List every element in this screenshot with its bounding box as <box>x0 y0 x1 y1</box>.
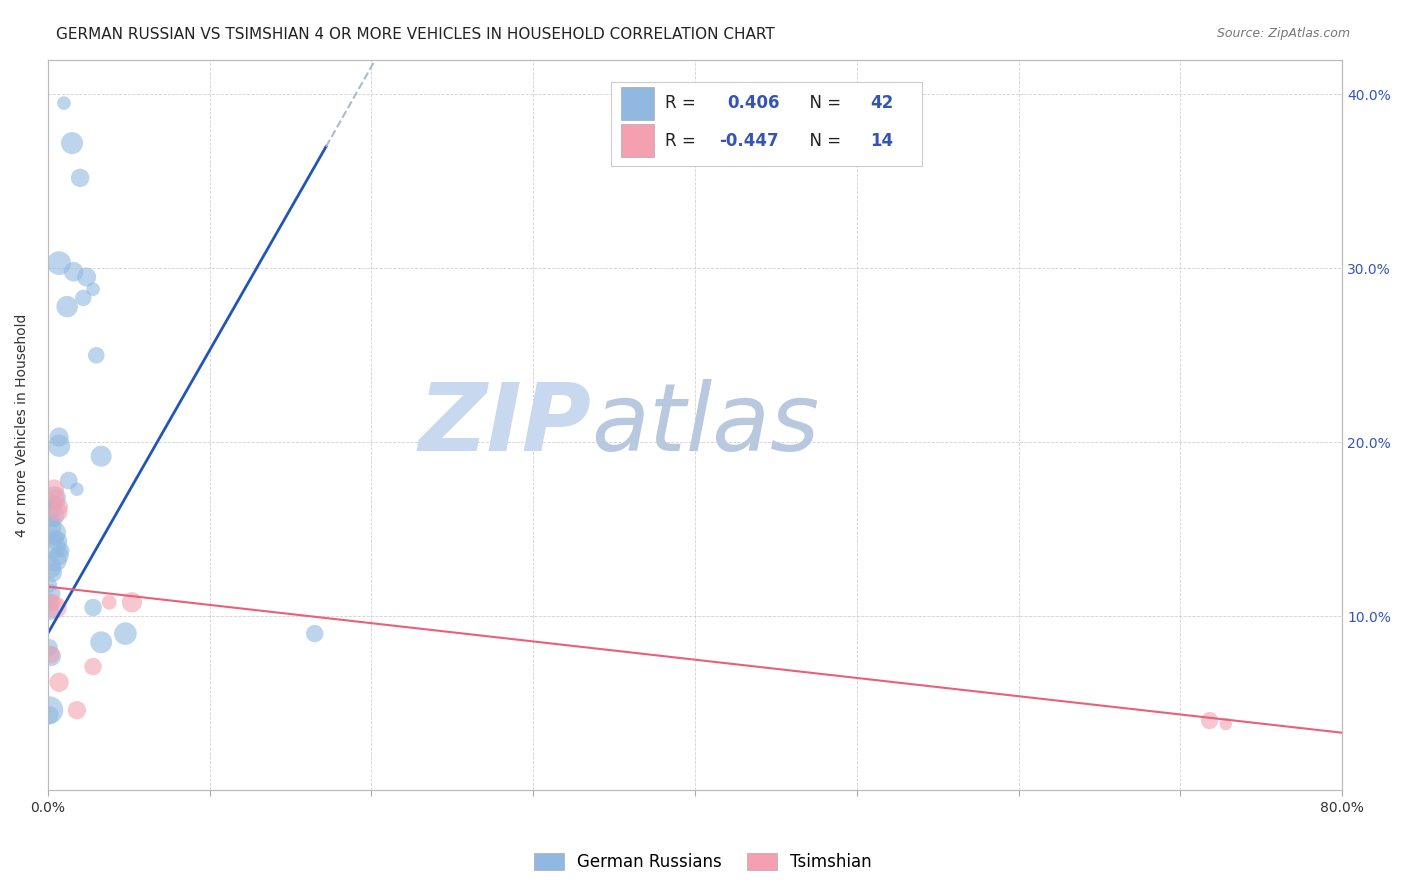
Point <box>66 482 89 496</box>
Point <box>46 505 69 519</box>
Point <box>45 553 67 567</box>
Point <box>38 640 60 655</box>
Point <box>58 474 80 488</box>
Point <box>76 270 98 285</box>
Point <box>44 491 66 505</box>
Point <box>84 348 107 362</box>
Point <box>90 635 112 649</box>
Point <box>48 439 70 453</box>
Point <box>48 500 70 514</box>
Point <box>39 586 62 600</box>
Text: ZIP: ZIP <box>419 379 592 471</box>
FancyBboxPatch shape <box>621 87 654 120</box>
Point <box>44 540 66 554</box>
Point <box>38 604 60 618</box>
Legend: German Russians, Tsimshian: German Russians, Tsimshian <box>526 845 880 880</box>
Point <box>304 626 326 640</box>
Point <box>48 675 70 690</box>
Point <box>39 520 62 534</box>
Point <box>1198 714 1220 728</box>
FancyBboxPatch shape <box>610 81 921 166</box>
Point <box>39 648 62 662</box>
Point <box>41 508 63 523</box>
Point <box>39 560 62 574</box>
Point <box>45 600 67 615</box>
Text: 14: 14 <box>870 132 893 150</box>
Point <box>60 136 83 150</box>
Point <box>44 514 66 528</box>
Point <box>1215 717 1237 731</box>
Point <box>82 659 104 673</box>
Point <box>39 503 62 517</box>
Point <box>46 534 69 549</box>
Point <box>82 600 104 615</box>
Point <box>66 703 89 717</box>
Point <box>38 708 60 723</box>
Point <box>98 595 121 609</box>
Point <box>41 566 63 580</box>
Text: N =: N = <box>799 95 846 112</box>
Point <box>51 543 73 558</box>
FancyBboxPatch shape <box>621 124 654 157</box>
Point <box>69 170 91 185</box>
Text: R =: R = <box>665 95 706 112</box>
Point <box>56 300 79 314</box>
Point <box>45 491 67 505</box>
Point <box>44 496 66 510</box>
Point <box>48 430 70 444</box>
Point <box>44 482 66 496</box>
Point <box>39 649 62 664</box>
Point <box>41 595 63 609</box>
Point <box>114 626 136 640</box>
Text: Source: ZipAtlas.com: Source: ZipAtlas.com <box>1216 27 1350 40</box>
Point <box>52 96 75 111</box>
Text: -0.447: -0.447 <box>720 132 779 150</box>
Point <box>38 703 60 717</box>
Point <box>82 282 104 296</box>
Point <box>48 549 70 563</box>
Point <box>48 256 70 270</box>
Text: 0.406: 0.406 <box>727 95 780 112</box>
Point <box>121 595 143 609</box>
Text: GERMAN RUSSIAN VS TSIMSHIAN 4 OR MORE VEHICLES IN HOUSEHOLD CORRELATION CHART: GERMAN RUSSIAN VS TSIMSHIAN 4 OR MORE VE… <box>56 27 775 42</box>
Point <box>90 449 112 463</box>
Point <box>45 531 67 545</box>
Point <box>44 525 66 540</box>
Point <box>38 578 60 592</box>
Point <box>38 595 60 609</box>
Text: R =: R = <box>665 132 702 150</box>
Text: atlas: atlas <box>592 379 820 470</box>
Text: 42: 42 <box>870 95 893 112</box>
Point <box>72 291 94 305</box>
Point <box>62 265 84 279</box>
Text: N =: N = <box>799 132 846 150</box>
Y-axis label: 4 or more Vehicles in Household: 4 or more Vehicles in Household <box>15 313 30 537</box>
